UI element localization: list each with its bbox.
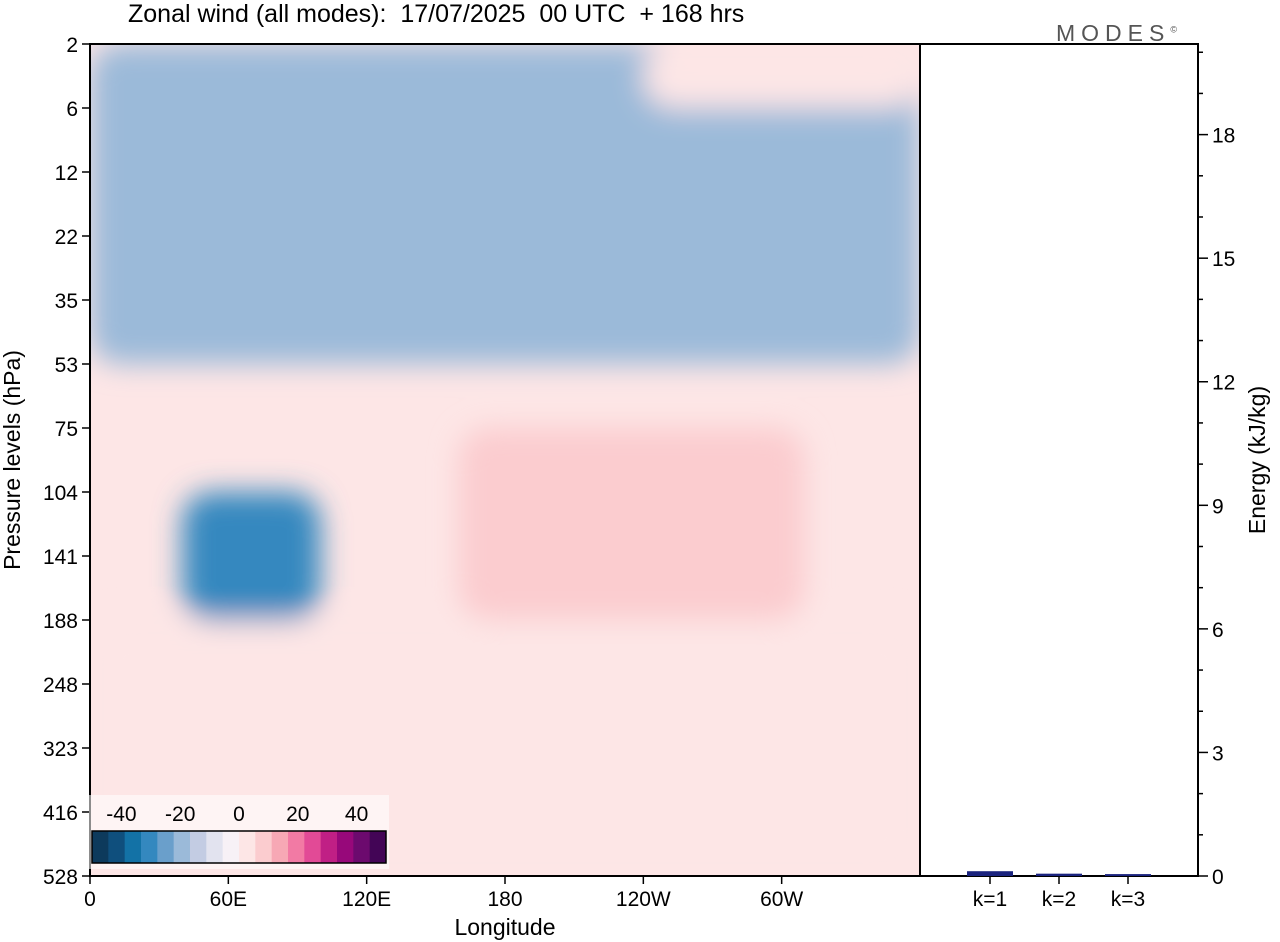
colorbar: -40 -20 0 20 40 bbox=[89, 795, 389, 869]
brand-logo: MODES© bbox=[1056, 20, 1177, 47]
y-tick-label: 104 bbox=[43, 482, 78, 505]
energy-tick-label: 0 bbox=[1212, 866, 1224, 889]
colorbar-swatch bbox=[108, 831, 126, 863]
k-tick-label: k=1 bbox=[973, 888, 1007, 911]
colorbar-swatch bbox=[353, 831, 371, 863]
colorbar-swatch bbox=[190, 831, 207, 863]
colorbar-swatch bbox=[288, 831, 305, 863]
brand-text: MODES bbox=[1056, 20, 1171, 46]
colorbar-swatch bbox=[206, 831, 224, 863]
energy-bar bbox=[967, 871, 1013, 876]
y-axis-title: Pressure levels (hPa) bbox=[0, 350, 25, 570]
colorbar-swatch bbox=[271, 831, 289, 863]
colorbar-swatch bbox=[320, 831, 338, 863]
wavenumber-axis: k=1 k=2 k=3 bbox=[973, 876, 1145, 911]
colorbar-swatch bbox=[239, 831, 256, 863]
field-region-4 bbox=[458, 428, 805, 620]
x-axis-title: Longitude bbox=[454, 914, 555, 940]
colorbar-tick-label: -20 bbox=[165, 803, 195, 826]
colorbar-swatch bbox=[222, 831, 240, 863]
y-tick-label: 35 bbox=[55, 290, 78, 313]
energy-bars bbox=[967, 871, 1151, 876]
x-tick-label: 180 bbox=[487, 888, 522, 911]
colorbar-swatch bbox=[92, 831, 109, 863]
pressure-axis: 2 6 12 22 35 53 75 104 141 188 248 323 416 528 bbox=[43, 34, 90, 889]
k-tick-label: k=3 bbox=[1111, 888, 1145, 911]
energy-bar bbox=[1105, 874, 1151, 876]
colorbar-swatch bbox=[337, 831, 354, 863]
y-tick-label: 75 bbox=[55, 418, 78, 441]
colorbar-swatch bbox=[124, 831, 142, 863]
energy-tick-label: 3 bbox=[1212, 742, 1224, 765]
y-tick-label: 141 bbox=[43, 546, 78, 569]
energy-frame bbox=[919, 43, 1199, 877]
y-tick-label: 528 bbox=[43, 866, 78, 889]
field-region-3 bbox=[182, 492, 321, 620]
energy-bar bbox=[1036, 873, 1082, 876]
colorbar-swatch bbox=[369, 831, 387, 863]
energy-tick-label: 9 bbox=[1212, 495, 1224, 518]
y-tick-label: 248 bbox=[43, 674, 78, 697]
wind-field bbox=[91, 44, 919, 876]
page-title: Zonal wind (all modes): 17/07/2025 00 UT… bbox=[128, 0, 745, 28]
x-tick-label: 120W bbox=[616, 888, 671, 911]
colorbar-swatch bbox=[304, 831, 322, 863]
x-tick-label: 120E bbox=[342, 888, 391, 911]
y-tick-label: 22 bbox=[55, 226, 78, 249]
colorbar-swatch bbox=[141, 831, 158, 863]
field-region-2 bbox=[643, 44, 919, 108]
energy-axis-title: Energy (kJ/kg) bbox=[1244, 386, 1270, 534]
x-tick-label: 0 bbox=[84, 888, 96, 911]
x-tick-label: 60W bbox=[760, 888, 803, 911]
y-tick-label: 188 bbox=[43, 610, 78, 633]
k-tick-label: k=2 bbox=[1042, 888, 1076, 911]
brand-mark: © bbox=[1170, 24, 1177, 35]
colorbar-tick-label: 0 bbox=[233, 803, 245, 826]
y-tick-label: 416 bbox=[43, 802, 78, 825]
energy-tick-label: 12 bbox=[1212, 372, 1235, 395]
longitude-axis: 0 60E 120E 180 120W 60W bbox=[84, 876, 803, 911]
colorbar-tick-label: 20 bbox=[286, 803, 309, 826]
energy-tick-label: 15 bbox=[1212, 248, 1235, 271]
energy-axis: 0 3 6 9 12 15 18 bbox=[1198, 51, 1235, 889]
x-tick-label: 60E bbox=[210, 888, 247, 911]
y-tick-label: 2 bbox=[66, 34, 78, 57]
y-tick-label: 12 bbox=[55, 162, 78, 185]
colorbar-frame bbox=[91, 830, 387, 864]
colorbar-swatch bbox=[255, 831, 273, 863]
colorbar-swatch bbox=[173, 831, 191, 863]
y-tick-label: 323 bbox=[43, 738, 78, 761]
energy-tick-label: 18 bbox=[1212, 125, 1235, 148]
field-region-1 bbox=[91, 44, 919, 364]
y-tick-label: 6 bbox=[66, 98, 78, 121]
energy-tick-label: 6 bbox=[1212, 619, 1224, 642]
colorbar-tick-label: -40 bbox=[106, 803, 136, 826]
colorbar-swatch bbox=[157, 831, 175, 863]
y-tick-label: 53 bbox=[55, 354, 78, 377]
colorbar-tick-label: 40 bbox=[345, 803, 368, 826]
